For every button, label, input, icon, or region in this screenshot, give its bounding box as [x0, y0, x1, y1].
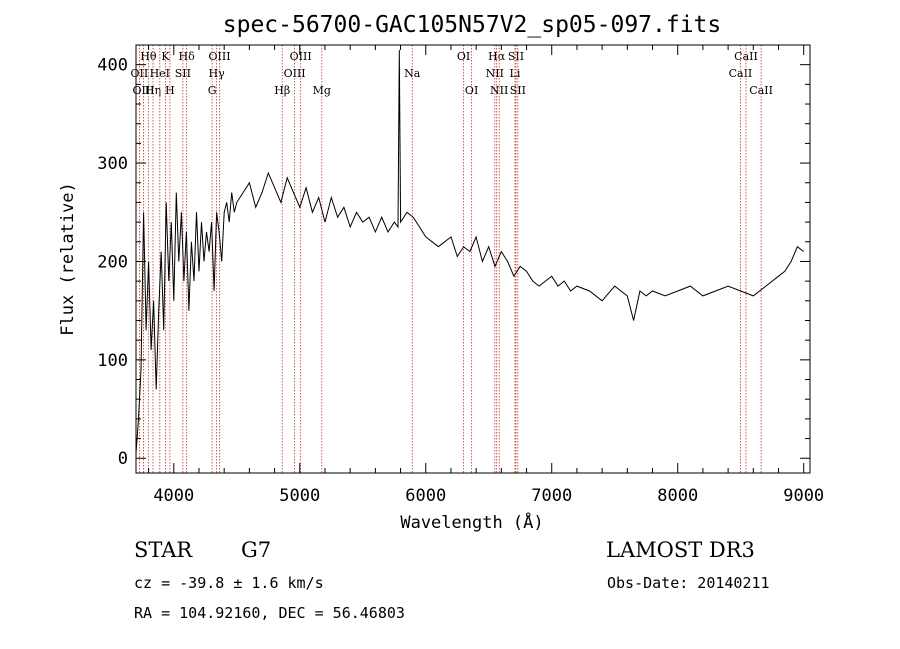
- spectral-line-label: Hγ: [209, 67, 226, 80]
- spectral-line-label: HeI: [150, 67, 170, 80]
- spectral-line-label: Hη: [145, 84, 161, 97]
- y-tick-label: 200: [97, 252, 128, 272]
- survey-name: LAMOST DR3: [606, 538, 755, 562]
- spectral-line-label: CaII: [729, 67, 753, 80]
- x-tick-label: 5000: [279, 486, 320, 506]
- x-tick-label: 9000: [783, 486, 824, 506]
- spectral-line-label: Hβ: [274, 84, 290, 97]
- spectral-line-label: OIII: [208, 50, 230, 63]
- ra-dec-coords: RA = 104.92160, DEC = 56.46803: [134, 604, 405, 622]
- spectral-line-label: OIII: [284, 67, 306, 80]
- spectral-line-label: SII: [175, 67, 191, 80]
- spectral-line-label: Hα: [488, 50, 506, 63]
- x-tick-label: 7000: [531, 486, 572, 506]
- y-tick-label: 300: [97, 154, 128, 174]
- spectral-line-label: Hδ: [179, 50, 196, 63]
- spectral-line-label: OI: [465, 84, 478, 97]
- spectral-line-label: CaII: [734, 50, 758, 63]
- y-tick-label: 100: [97, 351, 128, 371]
- spectral-line-label: Mg: [313, 84, 331, 97]
- spectral-line-label: NII: [490, 84, 508, 97]
- spectral-line-label: OII: [131, 67, 149, 80]
- plot-frame: [135, 44, 811, 474]
- plot-area: [135, 44, 811, 474]
- chart-title: spec-56700-GAC105N57V2_sp05-097.fits: [223, 12, 722, 38]
- spectrum-series-line: [135, 49, 805, 454]
- spectral-line-label: OIII: [290, 50, 312, 63]
- observation-date: Obs-Date: 20140211: [607, 574, 770, 592]
- x-axis-label: Wavelength (Å): [400, 511, 543, 533]
- spectral-line-label: SII: [510, 84, 526, 97]
- spectral-line-label: OI: [457, 50, 470, 63]
- axis-ticks: 4000 5000 6000 7000 8000 9000 0 100 200 300 400: [97, 45, 824, 506]
- y-axis-label: Flux (relative): [58, 182, 78, 336]
- object-subclass: G7: [241, 538, 272, 562]
- spectral-line-label: Na: [404, 67, 421, 80]
- x-tick-label: 4000: [153, 486, 194, 506]
- redshift-cz: cz = -39.8 ± 1.6 km/s: [134, 574, 324, 592]
- y-tick-label: 0: [118, 449, 128, 469]
- x-tick-label: 6000: [405, 486, 446, 506]
- x-tick-label: 8000: [657, 486, 698, 506]
- spectral-line-label: K: [161, 50, 170, 63]
- spectral-line-label: H: [165, 84, 175, 97]
- spectral-line-label: SII: [508, 50, 524, 63]
- spectral-line-label: G: [208, 84, 217, 97]
- spectral-line-label: OIII: [133, 84, 155, 97]
- spectral-line-label: NII: [486, 67, 504, 80]
- y-tick-label: 400: [97, 56, 128, 76]
- spectral-line-label: CaII: [749, 84, 773, 97]
- spectral-line-label: Li: [510, 67, 521, 80]
- object-class: STAR: [134, 538, 193, 562]
- spectral-line-label: Hθ: [140, 50, 157, 63]
